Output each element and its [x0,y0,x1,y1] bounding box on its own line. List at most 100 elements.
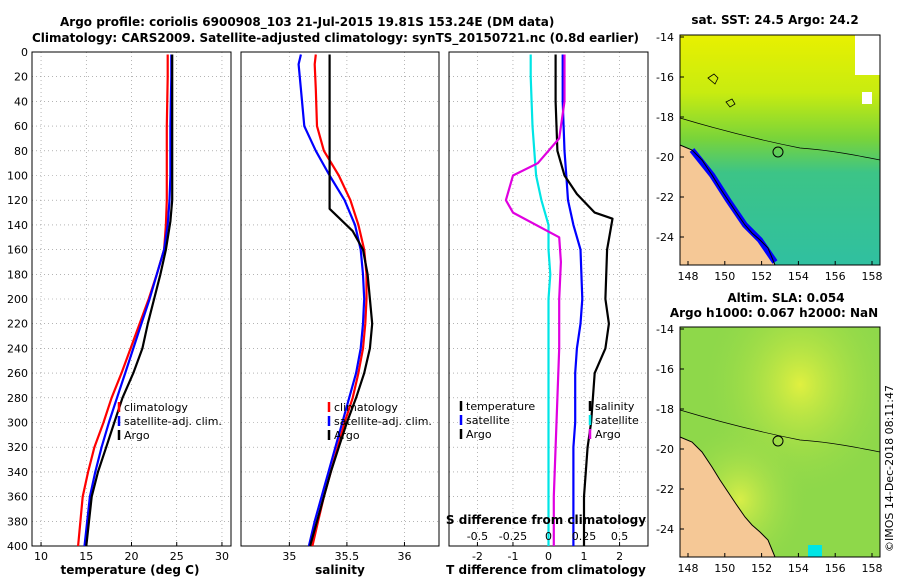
temperature-diff-legend-label: Argo [466,428,492,441]
y-tick-label: 120 [7,194,28,207]
y-tick-label: 240 [7,342,28,355]
y-tick-label: 220 [7,318,28,331]
series-temperature-argo [554,54,614,546]
x-tick-label: 0 [545,550,552,563]
imos-credit: ©IMOS 14-Dec-2018 08:11:47 [883,385,896,552]
salinity-diff-tick-label: 0.25 [572,530,597,543]
lon-tick-label: 148 [678,562,699,575]
series-argo [85,54,174,547]
x-tick-label: 15 [79,550,93,563]
salinity-legend-label: climatology [334,401,398,414]
salinity-diff-tick-label: 0.5 [611,530,629,543]
series-satellite-adj-clim- [83,54,173,547]
y-tick-label: 340 [7,466,28,479]
y-tick-label: 380 [7,515,28,528]
lat-tick-label: -14 [656,323,674,336]
sla-isobath [679,409,881,453]
lon-tick-label: 158 [862,270,883,283]
lon-tick-label: 154 [788,562,809,575]
lon-tick-label: 154 [788,270,809,283]
lon-tick-label: 152 [751,270,772,283]
y-tick-label: 320 [7,441,28,454]
lat-tick-label: -24 [656,231,674,244]
y-tick-label: 60 [14,120,28,133]
salinity-diff-legend-label: satellite [595,414,639,427]
series-climatology [77,54,169,547]
sst-map-frame [679,34,881,266]
x-tick-label: 36 [397,550,411,563]
y-tick-label: 0 [21,46,28,59]
sst-map-title: sat. SST: 24.5 Argo: 24.2 [691,13,858,27]
sla-low-anomaly [808,545,822,557]
y-tick-label: 20 [14,71,28,84]
lat-tick-label: -20 [656,443,674,456]
plot-frame [31,51,232,547]
salinity-legend-label: Argo [334,429,360,442]
sla-lon-ticks: 148 150 152 154 156 158 [678,553,883,575]
argo-float-marker-sst [772,146,784,158]
x-tick-label: 1 [581,550,588,563]
y-tick-label: 140 [7,219,28,232]
series-climatology [311,54,368,547]
y-tick-label: 300 [7,417,28,430]
lat-tick-label: -18 [656,111,674,124]
header-line-1: Argo profile: coriolis 6900908_103 21-Ju… [60,15,554,30]
y-tick-label: 160 [7,244,28,257]
temperature-legend-label: Argo [124,429,150,442]
x-tick-label: -2 [472,550,483,563]
temperature-diff-legend-label: satellite [466,414,510,427]
temperature-xlabel: temperature (deg C) [61,563,200,577]
lat-tick-label: -14 [656,31,674,44]
lat-tick-label: -24 [656,523,674,536]
sst-cloud-mask-2 [862,92,872,104]
lat-tick-label: -16 [656,363,674,376]
sst-isobath [679,117,881,161]
argo-float-marker-sla [772,435,784,447]
sla-map [679,326,881,558]
sst-map [679,34,881,266]
difference-profile-panel: -2 -1 0 1 2-0.5 -0.25 0 0.25 0.5temperaturesatel… [448,51,649,563]
plot-frame [240,51,440,547]
x-tick-label: 30 [215,550,229,563]
lat-tick-label: -22 [656,483,674,496]
lat-tick-label: -22 [656,191,674,204]
lon-tick-label: 152 [751,562,772,575]
sla-map-land [680,437,775,557]
sla-map-title-1: Altim. SLA: 0.054 [727,291,844,305]
series-satellite-adj-clim- [297,54,366,547]
y-tick-label: 40 [14,95,28,108]
x-tick-label: 25 [170,550,184,563]
x-tick-label: 35.5 [335,550,360,563]
y-tick-label: 260 [7,367,28,380]
series-argo [309,54,374,547]
salinity-diff-tick-label: 0 [545,530,552,543]
sst-lon-ticks: 148 150 152 154 156 158 [678,261,883,283]
salinity-diff-tick-label: -0.5 [467,530,488,543]
y-tick-label: 400 [7,540,28,553]
lat-tick-label: -18 [656,403,674,416]
difference-xlabel: T difference from climatology [446,563,646,577]
salinity-diff-legend-label: Argo [595,428,621,441]
temperature-profile-panel: 0 20 40 60 80 100 120 140 160 180 200 220 240 260 280 3… [7,46,232,563]
sla-map-title-2: Argo h1000: 0.067 h2000: NaN [670,306,878,320]
lon-tick-label: 156 [825,270,846,283]
lon-tick-label: 158 [862,562,883,575]
sla-coastline [679,436,776,558]
salinity-xlabel: salinity [315,563,365,577]
series-salinity-satellite [529,54,552,546]
x-tick-label: -1 [507,550,518,563]
lon-tick-label: 148 [678,270,699,283]
x-tick-label: 2 [616,550,623,563]
header-line-2: Climatology: CARS2009. Satellite-adjuste… [32,31,639,46]
series-salinity-argo [504,54,566,546]
y-tick-label: 200 [7,293,28,306]
lon-tick-label: 156 [825,562,846,575]
salinity-difference-xlabel: S difference from climatology [446,513,646,527]
sla-map-frame [679,326,881,558]
y-tick-label: 80 [14,145,28,158]
lat-tick-label: -20 [656,151,674,164]
sst-reefs [707,73,736,108]
salinity-diff-legend-label: salinity [595,400,635,413]
